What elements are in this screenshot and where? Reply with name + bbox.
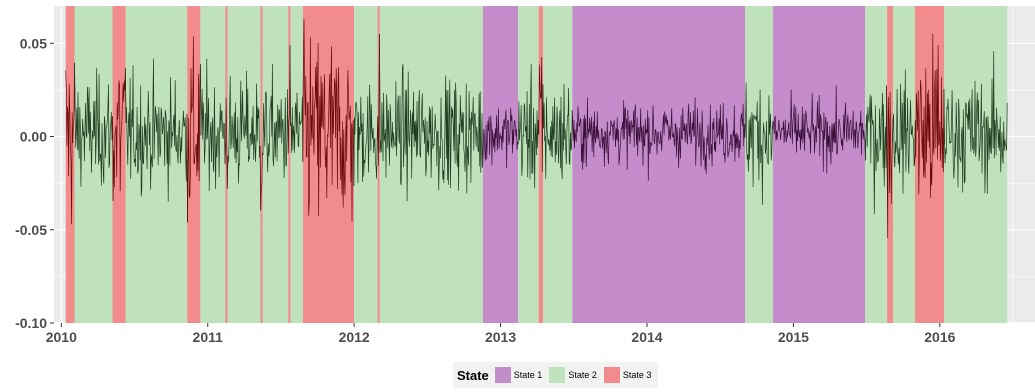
series-segment-7	[226, 70, 262, 211]
series-segment-15	[379, 34, 484, 202]
state-band-10	[288, 6, 291, 323]
x-tick-label-3: 2013	[485, 329, 516, 345]
series-segment-5	[200, 58, 226, 192]
legend-item-state-3: State 3	[603, 367, 652, 383]
y-tick-label-2: 0.00	[20, 129, 47, 145]
state-band-3	[125, 6, 188, 323]
legend-swatch-state-3	[603, 367, 620, 383]
y-axis: -0.10 -0.05 0.00 0.05	[15, 35, 54, 331]
legend-label-state-2: State 2	[568, 370, 597, 380]
series-segment-26	[914, 33, 945, 199]
state-band-18	[538, 6, 544, 323]
series-segment-13	[353, 84, 379, 187]
x-tick-label-5: 2015	[778, 329, 809, 345]
state-bands	[65, 6, 1008, 323]
series-segment-17	[517, 63, 540, 189]
series-segment-19	[542, 84, 574, 180]
series-segment-12	[302, 18, 355, 222]
x-tick-label-1: 2011	[193, 329, 224, 345]
series-segment-25	[892, 69, 916, 194]
series-segment-16	[482, 107, 519, 169]
legend-swatch-state-2	[549, 367, 566, 383]
legend-label-state-3: State 3	[622, 370, 652, 380]
return-series	[65, 18, 1008, 239]
state-band-26	[914, 6, 945, 323]
x-tick-label-6: 2016	[924, 329, 955, 345]
x-tick-label-2: 2012	[339, 329, 370, 345]
y-tick-label-1: -0.05	[15, 222, 47, 238]
state-band-19	[543, 6, 573, 323]
state-band-2	[112, 6, 126, 323]
state-band-8	[260, 6, 263, 323]
legend-label-state-1: State 1	[513, 370, 543, 380]
legend-item-state-2: State 2	[549, 367, 597, 383]
series-segment-3	[125, 58, 188, 223]
state-band-4	[187, 6, 201, 323]
state-band-16	[483, 6, 519, 323]
legend-item-state-1: State 1	[494, 367, 543, 383]
state-band-13	[354, 6, 378, 323]
x-axis: 2010 2011 2012 2013 2014 2015 2016	[46, 323, 956, 345]
state-band-17	[518, 6, 539, 323]
series-segment-18	[537, 56, 544, 173]
y-tick-label-3: 0.05	[20, 35, 47, 51]
legend: State State 1 State 2 State 3	[453, 362, 659, 388]
series-segment-9	[262, 63, 290, 179]
legend-swatch-state-1	[494, 367, 511, 383]
series-segment-22	[772, 85, 866, 174]
state-band-24	[887, 6, 893, 323]
state-band-27	[944, 6, 1008, 323]
series-segment-0	[65, 62, 76, 225]
state-band-11	[290, 6, 303, 323]
state-band-0	[65, 6, 75, 323]
series-segment-4	[186, 36, 202, 223]
x-tick-label-0: 2010	[46, 329, 77, 345]
state-band-6	[225, 6, 228, 323]
state-band-20	[572, 6, 746, 323]
y-tick-label-0: -0.10	[15, 315, 47, 331]
series-segment-27	[943, 51, 1008, 194]
state-band-5	[200, 6, 226, 323]
series-segment-24	[886, 85, 894, 239]
state-band-7	[227, 6, 261, 323]
state-band-1	[74, 6, 113, 323]
series-segment-1	[74, 62, 114, 201]
returns-chart: -0.10-0.050.000.05 2010 2011 2012 2013 2014 2…	[15, 6, 1035, 345]
series-segment-23	[864, 85, 888, 215]
legend-title: State	[457, 367, 489, 383]
state-band-25	[892, 6, 915, 323]
x-tick-label-4: 2014	[631, 329, 662, 345]
series-segment-11	[289, 45, 304, 162]
series-segment-20	[571, 97, 746, 181]
series-segment-21	[744, 82, 774, 205]
state-band-22	[772, 6, 866, 323]
series-segment-2	[112, 67, 127, 201]
